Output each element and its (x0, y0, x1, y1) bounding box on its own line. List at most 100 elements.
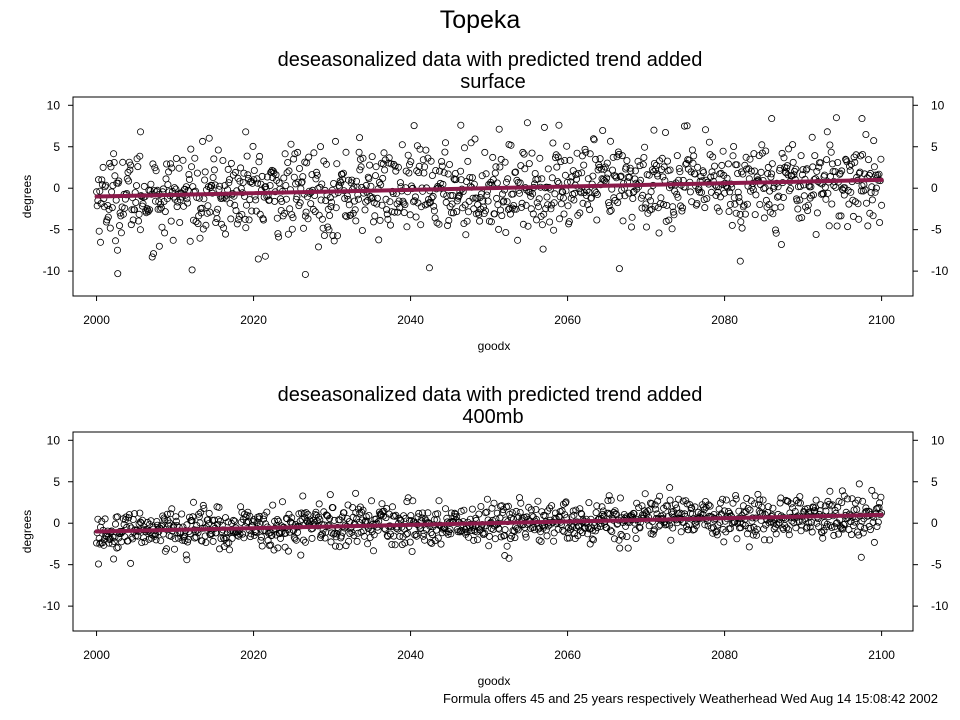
data-point (822, 195, 830, 203)
y-tick-label-right: -10 (931, 599, 949, 613)
data-point (148, 253, 156, 261)
data-point (332, 204, 340, 212)
x-tick-label: 2080 (711, 648, 738, 662)
data-point (654, 497, 662, 505)
data-point (98, 176, 106, 184)
data-point (108, 540, 116, 548)
data-point (724, 160, 732, 168)
data-point (729, 499, 737, 507)
data-point (592, 527, 600, 535)
data-point (498, 502, 506, 510)
data-point (457, 176, 465, 184)
data-point (839, 186, 847, 194)
data-point (870, 538, 878, 546)
data-point (768, 160, 776, 168)
data-point (685, 521, 693, 529)
data-point (199, 501, 207, 509)
data-point (651, 501, 659, 509)
data-point (401, 201, 409, 209)
data-point (772, 229, 780, 237)
data-point (269, 501, 277, 509)
data-point (453, 513, 461, 521)
data-point (793, 197, 801, 205)
data-point (605, 492, 613, 500)
data-point (168, 164, 176, 172)
data-point (562, 498, 570, 506)
data-point (607, 137, 615, 145)
data-point (584, 201, 592, 209)
data-point (572, 506, 580, 514)
data-point (820, 526, 828, 534)
data-point (185, 175, 193, 183)
data-point (548, 201, 556, 209)
data-point (443, 221, 451, 229)
data-point (445, 216, 453, 224)
data-point (669, 524, 677, 532)
data-point (398, 141, 406, 149)
data-point (348, 176, 356, 184)
data-point (656, 492, 664, 500)
data-point (762, 147, 770, 155)
data-point (635, 523, 643, 531)
data-point (674, 193, 682, 201)
data-point (606, 207, 614, 215)
data-point (144, 518, 152, 526)
data-point (548, 502, 556, 510)
data-point (186, 237, 194, 245)
data-point (386, 221, 394, 229)
data-point (657, 194, 665, 202)
data-point (592, 189, 600, 197)
data-point (517, 162, 525, 170)
data-point (205, 134, 213, 142)
data-point (155, 198, 163, 206)
data-point (504, 175, 512, 183)
data-point (609, 153, 617, 161)
data-point (353, 537, 361, 545)
data-point (108, 188, 116, 196)
data-point (344, 195, 352, 203)
data-point (225, 546, 233, 554)
data-point (312, 511, 320, 519)
data-point (478, 172, 486, 180)
data-point (136, 509, 144, 517)
data-point (116, 222, 124, 230)
data-point (378, 500, 386, 508)
data-point (601, 163, 609, 171)
data-point (552, 151, 560, 159)
data-point (643, 223, 651, 231)
data-point (307, 200, 315, 208)
data-point (481, 207, 489, 215)
data-point (455, 192, 463, 200)
data-point (756, 200, 764, 208)
data-point (117, 229, 125, 237)
data-point (284, 547, 292, 555)
data-point (528, 512, 536, 520)
data-point (794, 205, 802, 213)
data-point (823, 520, 831, 528)
data-point (267, 541, 275, 549)
data-point (352, 489, 360, 497)
data-point (871, 492, 879, 500)
data-point (495, 125, 503, 133)
data-point (163, 545, 171, 553)
data-point (419, 156, 427, 164)
data-point (318, 180, 326, 188)
data-point (558, 507, 566, 515)
data-point (404, 151, 412, 159)
data-point (432, 526, 440, 534)
data-point (315, 500, 323, 508)
data-point (706, 151, 714, 159)
data-point (227, 159, 235, 167)
data-point (537, 537, 545, 545)
data-point (503, 198, 511, 206)
data-point (183, 556, 191, 564)
data-point (419, 532, 427, 540)
data-point (387, 160, 395, 168)
data-point (840, 191, 848, 199)
data-point (136, 226, 144, 234)
data-point (447, 209, 455, 217)
data-point (751, 211, 759, 219)
data-point (390, 512, 398, 520)
data-point (677, 202, 685, 210)
data-point (357, 163, 365, 171)
